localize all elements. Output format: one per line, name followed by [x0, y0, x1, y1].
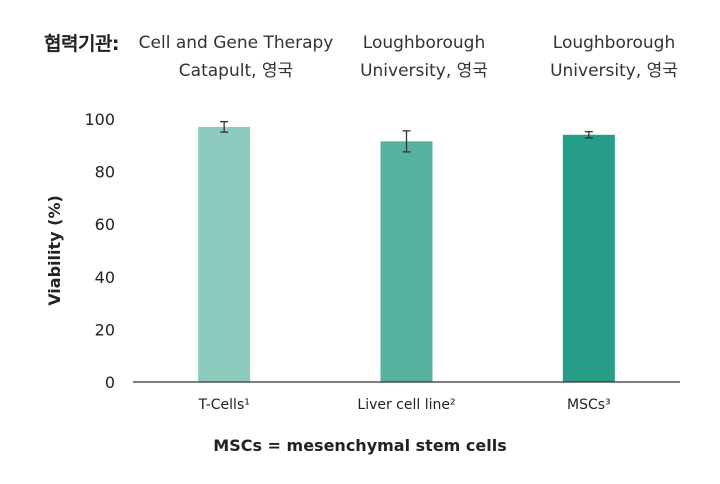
y-tick-label: 0 — [105, 373, 115, 392]
partner-3-line2: University, 영국 — [550, 61, 678, 81]
bars-group — [198, 120, 615, 382]
error-bar — [220, 120, 229, 133]
error-bar — [402, 130, 411, 153]
y-axis-label: Viability (%) — [45, 195, 64, 306]
partner-3: Loughborough University, 영국 — [542, 29, 686, 85]
partner-2-line2: University, 영국 — [360, 61, 488, 81]
error-bar — [584, 130, 593, 139]
partner-1-line1: Cell and Gene Therapy — [138, 33, 334, 53]
y-tick-label: 80 — [95, 163, 115, 182]
y-axis-ticks: 0 20 40 60 80 100 — [84, 110, 115, 392]
x-category-label: MSCs³ — [567, 397, 611, 413]
bar — [562, 134, 615, 382]
y-tick-label: 20 — [95, 320, 115, 339]
y-tick-label: 100 — [84, 110, 115, 129]
footnote: MSCs = mesenchymal stem cells — [213, 436, 507, 455]
x-category-label: T-Cells¹ — [197, 397, 249, 413]
partner-1-line2: Catapult, 영국 — [178, 61, 294, 81]
bar — [198, 126, 251, 382]
partner-2: Loughborough University, 영국 — [352, 29, 496, 85]
partner-2-line1: Loughborough — [362, 33, 486, 53]
collaborators-label: 협력기관: — [44, 33, 120, 55]
y-tick-label: 40 — [95, 268, 115, 287]
x-category-label: Liver cell line² — [357, 397, 455, 413]
bar — [380, 141, 433, 382]
y-tick-label: 60 — [95, 215, 115, 234]
partner-3-line1: Loughborough — [552, 33, 676, 53]
partner-1: Cell and Gene Therapy Catapult, 영국 — [138, 29, 334, 85]
x-axis-categories: T-Cells¹ Liver cell line² MSCs³ — [197, 397, 610, 413]
